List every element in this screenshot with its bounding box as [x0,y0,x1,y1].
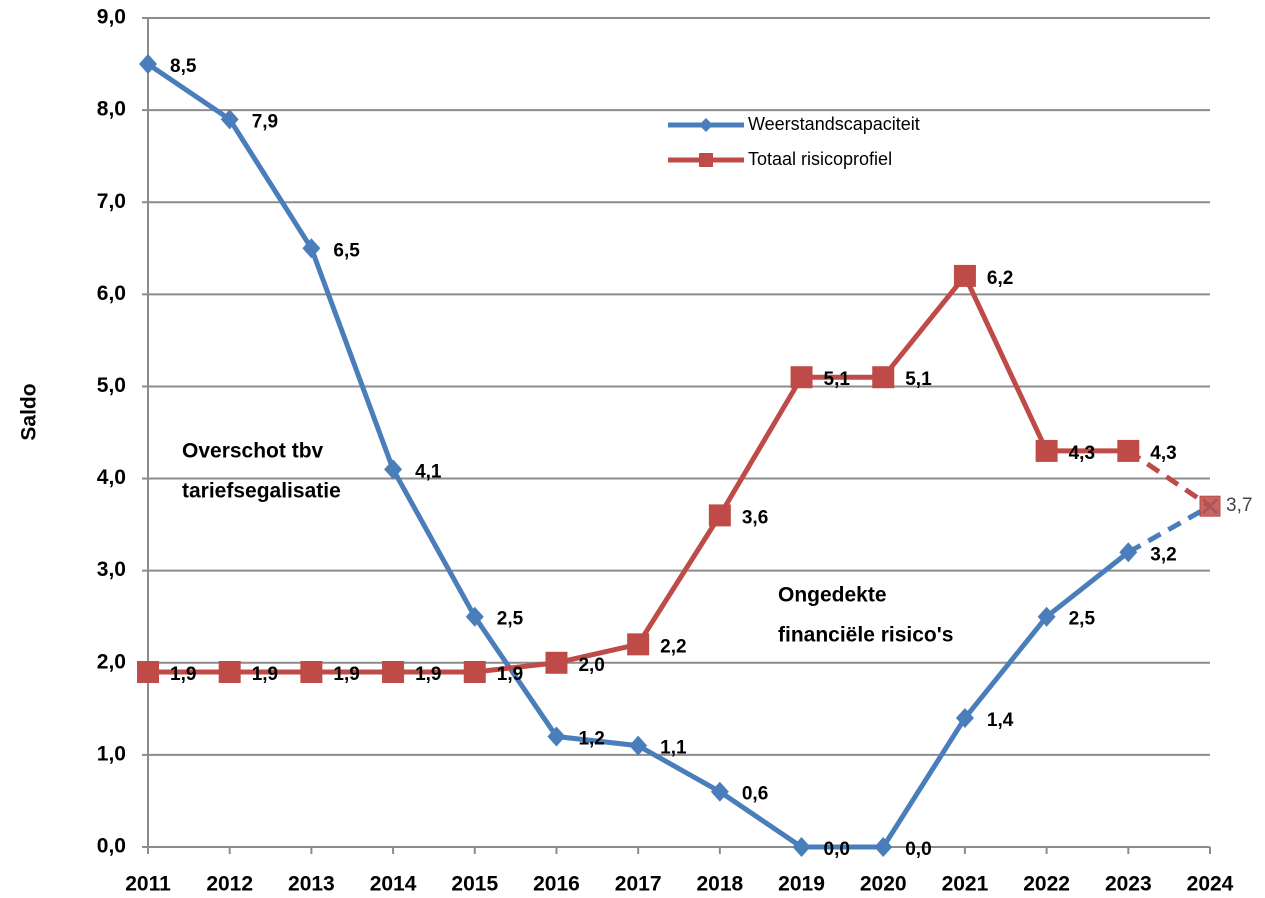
y-tick-label: 2,0 [97,650,126,673]
x-tick-label: 2012 [206,873,253,896]
marker [545,651,568,674]
marker [790,366,813,389]
legend-marker [699,153,713,167]
legend-label: Totaal risicoprofiel [748,149,892,169]
marker [1117,439,1140,462]
marker [139,54,157,75]
legend-marker [699,118,713,132]
data-label: 1,9 [252,664,278,685]
y-tick-label: 5,0 [97,374,126,397]
data-label: 7,9 [252,111,278,132]
x-tick-label: 2015 [451,873,498,896]
y-tick-label: 8,0 [97,98,126,121]
y-tick-label: 3,0 [97,558,126,581]
data-label: 1,9 [415,664,441,685]
x-tick-label: 2020 [860,873,907,896]
x-tick-label: 2014 [370,873,417,896]
marker [953,264,976,287]
y-axis-label: Saldo [18,383,41,440]
marker [955,708,974,729]
x-tick-label: 2017 [615,873,662,896]
data-label: 5,1 [824,369,851,390]
marker [463,660,486,683]
marker [382,660,405,683]
data-label: 1,9 [333,664,359,685]
data-label: 3,2 [1150,544,1176,565]
marker [710,781,729,802]
data-label: 4,3 [1150,443,1176,464]
marker [1119,542,1138,563]
y-tick-label: 1,0 [97,742,126,765]
series-line [148,273,1129,675]
marker [1037,606,1056,627]
data-label: 1,1 [660,738,687,759]
marker [874,837,893,857]
x-tick-label: 2022 [1023,873,1070,896]
marker [220,109,239,130]
marker [629,735,648,756]
marker [384,459,403,480]
data-label: 2,2 [660,636,686,657]
marker [302,238,321,259]
marker [137,660,159,683]
x-tick-label: 2013 [288,873,335,896]
marker [465,606,484,627]
legend-label: Weerstandscapaciteit [748,114,920,134]
data-label: 0,0 [905,839,931,860]
annotation: Overschot tbv [182,440,324,463]
data-label: 1,4 [987,710,1014,731]
marker [218,660,241,683]
y-tick-label: 4,0 [97,466,126,489]
annotation: tariefsegalisatie [182,480,341,503]
data-label: 0,0 [824,839,850,860]
x-tick-label: 2021 [942,873,989,896]
data-label: 3,7 [1226,495,1252,516]
data-label: 2,5 [1069,609,1096,630]
y-tick-label: 6,0 [97,282,126,305]
y-tick-label: 9,0 [97,6,126,29]
data-label: 5,1 [905,369,932,390]
x-tick-label: 2016 [533,873,580,896]
data-label: 2,0 [578,655,604,676]
x-tick-label: 2024 [1187,873,1234,896]
marker [792,837,811,857]
data-label: 4,3 [1069,443,1095,464]
y-tick-label: 0,0 [97,835,126,858]
data-label: 1,9 [170,664,196,685]
x-tick-label: 2019 [778,873,825,896]
x-tick-label: 2023 [1105,873,1152,896]
marker [627,633,650,656]
data-label: 6,2 [987,268,1013,289]
data-label: 4,1 [415,461,442,482]
annotation: financiële risico's [778,624,953,647]
marker [300,660,323,683]
data-label: 8,5 [170,56,197,77]
marker [1199,495,1221,517]
marker [1035,439,1058,462]
series-line-projected [1127,504,1212,555]
data-label: 1,2 [578,728,604,749]
marker [872,366,895,389]
data-label: 0,6 [742,784,768,805]
x-tick-label: 2011 [125,873,171,896]
marker [547,726,566,747]
marker [708,504,731,527]
data-label: 1,9 [497,664,523,685]
data-label: 6,5 [333,240,360,261]
x-tick-label: 2018 [696,873,743,896]
data-label: 3,6 [742,507,768,528]
y-tick-label: 7,0 [97,190,126,213]
series-line-projected [1126,448,1212,509]
annotation: Ongedekte [778,584,887,607]
data-label: 2,5 [497,609,524,630]
